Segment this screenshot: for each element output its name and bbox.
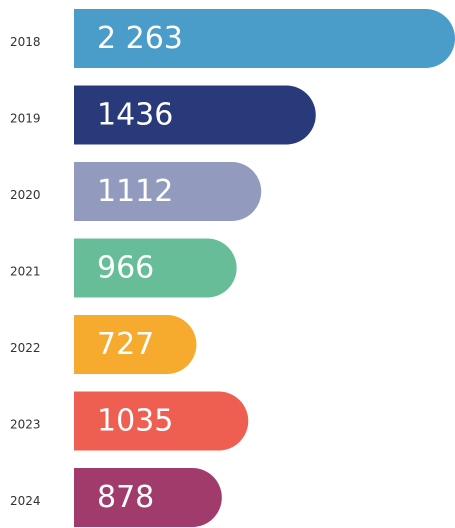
bar [74, 315, 197, 374]
year-label: 2018 [10, 35, 41, 49]
year-label: 2021 [10, 265, 41, 279]
year-label: 2022 [10, 341, 41, 355]
value-label: 1112 [97, 174, 173, 209]
value-label: 2 263 [97, 21, 183, 56]
bar [74, 85, 316, 145]
bar [74, 468, 222, 527]
year-label: 2023 [10, 418, 41, 432]
bar [74, 238, 237, 298]
value-label: 1035 [97, 404, 173, 439]
value-label: 878 [97, 480, 154, 515]
bar [74, 162, 262, 221]
year-label: 2019 [10, 112, 41, 126]
year-label: 2020 [10, 188, 41, 202]
bar [74, 391, 249, 451]
value-label: 966 [97, 251, 154, 286]
value-label: 727 [97, 327, 154, 362]
year-label: 2024 [10, 494, 41, 508]
value-label: 1436 [97, 98, 173, 133]
bar [74, 9, 455, 68]
